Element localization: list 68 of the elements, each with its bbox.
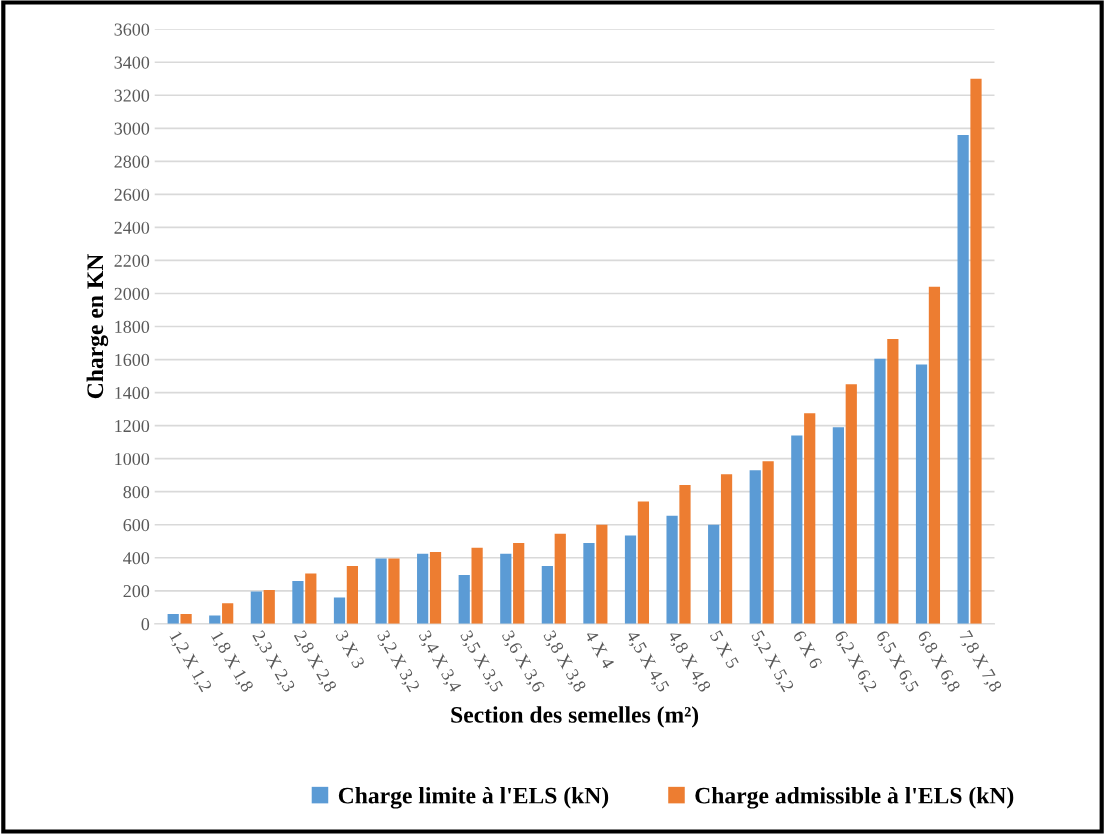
bar: [333, 597, 346, 624]
bar: [388, 558, 400, 624]
y-tick-label: 1800: [115, 320, 150, 333]
y-tick-label: 3600: [114, 23, 150, 36]
bar: [222, 603, 234, 624]
bar: [749, 470, 761, 624]
y-tick-label: 2800: [114, 155, 150, 168]
bar: [458, 575, 470, 624]
bar: [471, 547, 483, 624]
bar: [417, 553, 429, 624]
y-tick-label: 3000: [114, 122, 150, 135]
y-tick-label: 0: [141, 618, 150, 631]
bar: [720, 474, 733, 624]
bar: [554, 533, 566, 624]
y-tick-label: 800: [123, 485, 150, 499]
y-axis-title: Charge en KN: [86, 254, 109, 399]
y-tick-label: 2000: [114, 287, 150, 300]
y-tick-label: 3200: [114, 89, 150, 102]
bar: [180, 613, 192, 624]
bar: [292, 580, 304, 624]
x-tick-label: 6,2 X 6,2: [831, 629, 878, 694]
bar: [500, 553, 512, 624]
x-tick-label: 6 X 6: [792, 629, 823, 670]
x-tick-label: 4 X 4: [584, 629, 615, 670]
bar: [791, 435, 803, 624]
bar: [305, 573, 317, 624]
bar: [887, 338, 899, 624]
bar: [915, 364, 928, 624]
bar: [804, 413, 816, 624]
y-tick-label: 1200: [115, 419, 150, 433]
bar: [541, 566, 553, 624]
legend-label: Charge limite à l'ELS (kN): [338, 786, 609, 809]
x-tick-label: 3 X 3: [335, 629, 366, 670]
bar: [970, 78, 982, 624]
y-tick-label: 1400: [115, 386, 150, 400]
bar: [845, 384, 857, 624]
bar: [375, 558, 387, 624]
bar: [596, 524, 608, 624]
bar: [957, 134, 969, 624]
y-tick-label: 1000: [115, 452, 150, 466]
bar: [250, 591, 262, 624]
bar: [679, 485, 691, 624]
bar: [832, 427, 844, 624]
bar: [429, 551, 442, 624]
bar: [263, 589, 275, 624]
bar: [346, 566, 358, 624]
x-tick-label: 5 X 5: [709, 629, 740, 670]
y-tick-label: 1600: [115, 353, 150, 366]
x-axis-title: Section des semelles (m²): [451, 706, 699, 728]
y-tick-label: 600: [123, 518, 150, 532]
y-tick-label: 3400: [114, 56, 150, 69]
y-tick-label: 400: [123, 552, 150, 565]
x-tick-label: 4,5 X 4,5: [623, 629, 670, 694]
bar: [513, 542, 525, 624]
bar: [762, 461, 774, 624]
bar: [708, 524, 720, 624]
bar: [666, 515, 678, 624]
bar: [583, 542, 595, 624]
bar: [874, 358, 886, 624]
x-tick-label: 5,2 X 5,2: [748, 629, 795, 694]
bar: [928, 286, 941, 624]
y-tick-label: 2200: [114, 254, 150, 267]
y-tick-label: 2600: [114, 188, 150, 201]
y-tick-label: 200: [123, 585, 150, 598]
bar: [624, 535, 637, 624]
bar: [637, 501, 650, 624]
legend-label: Charge admissible à l'ELS (kN): [695, 786, 1014, 809]
y-tick-label: 2400: [114, 221, 150, 234]
